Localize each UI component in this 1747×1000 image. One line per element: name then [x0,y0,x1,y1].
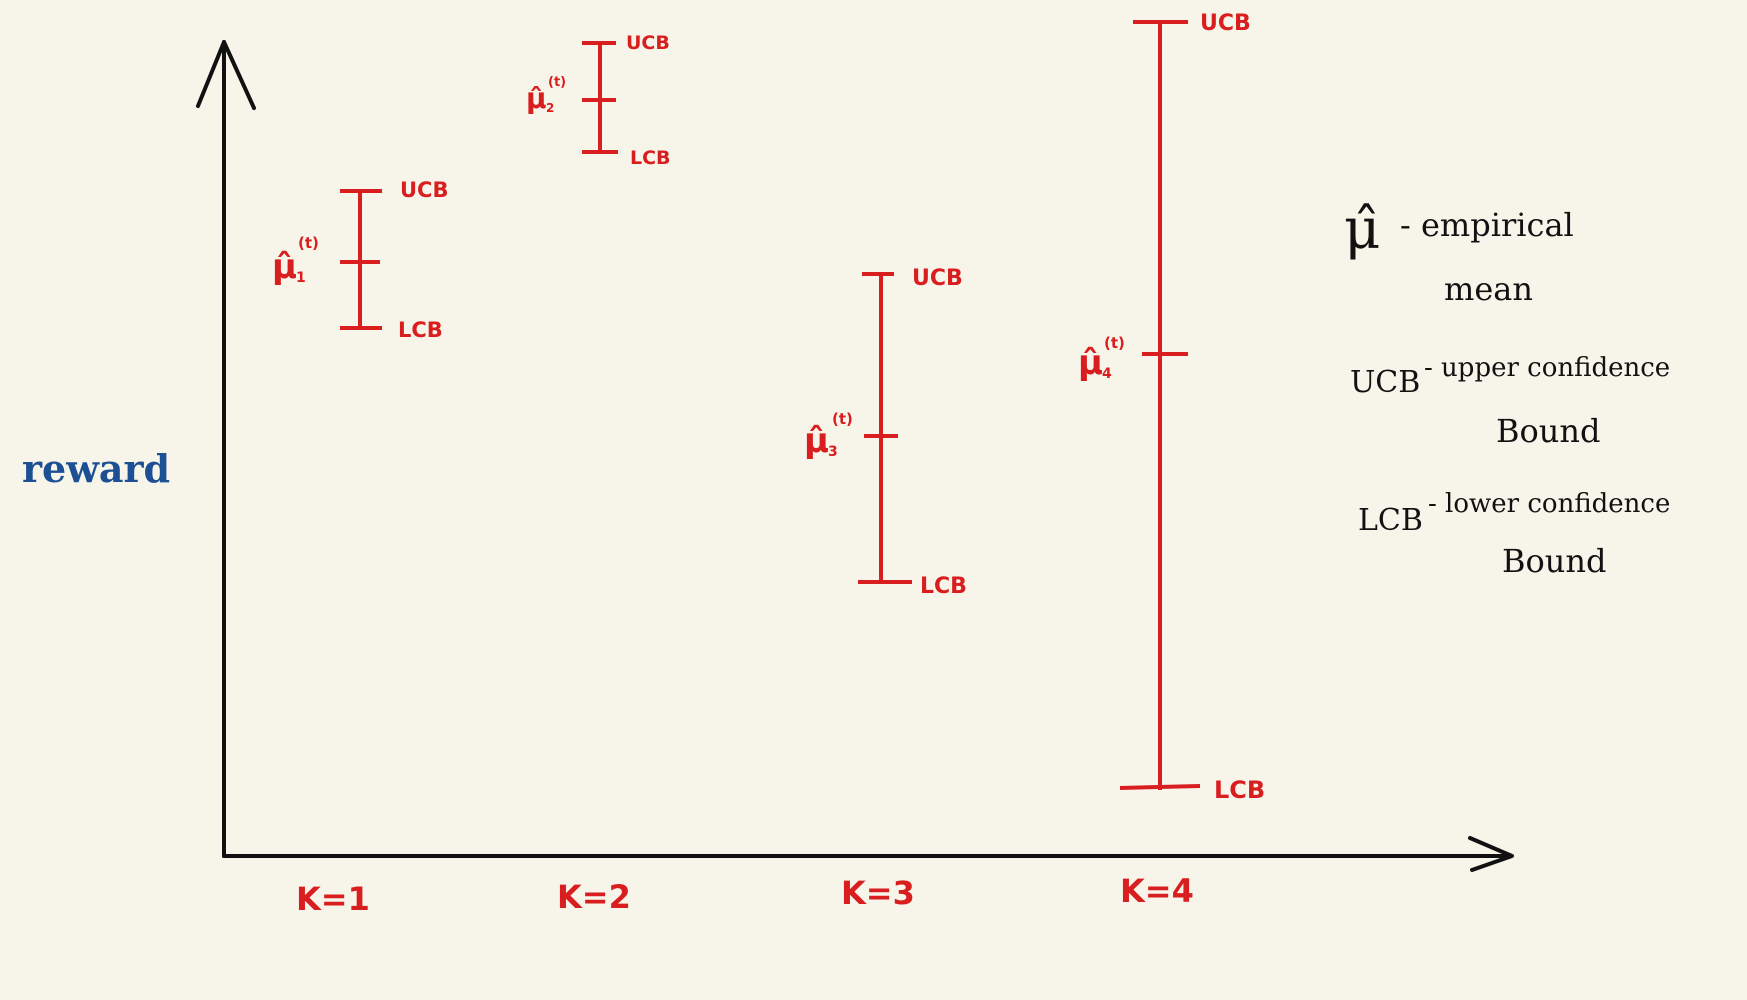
ucb-label: UCB [912,266,963,291]
estimate-subscript: 2 [546,101,554,115]
interval-arm-4: UCB LCB μ̂ 4 (t) K=4 [1078,11,1265,910]
legend-ucb-text-2: Bound [1496,412,1600,450]
estimate-superscript: (t) [1104,334,1125,352]
ucb-label: UCB [1200,11,1251,36]
estimate-symbol: μ̂ [272,247,297,287]
ucb-label: UCB [626,32,670,54]
lcb-tick [1119,784,1201,790]
legend-ucb-text: - upper confidence [1424,353,1670,383]
legend-ucb-term: UCB [1350,365,1420,400]
x-axis-arrowhead [1468,836,1514,872]
estimate-subscript: 1 [296,270,306,286]
ucb-label: UCB [400,178,448,202]
interval-arm-3: UCB LCB μ̂ 3 (t) K=3 [804,266,967,912]
legend-lcb-term: LCB [1358,503,1423,538]
arm-label: K=2 [557,878,631,916]
legend-mu-text-2: mean [1444,270,1533,308]
estimate-superscript: (t) [298,234,319,252]
arm-label: K=4 [1120,872,1194,910]
lcb-label: LCB [1214,776,1265,804]
y-axis-label: reward [22,446,170,491]
lcb-label: LCB [920,574,967,599]
legend-mu-text: - empirical [1400,206,1574,244]
interval-arm-2: UCB LCB μ̂ 2 (t) K=2 [526,32,671,916]
interval-arm-1: UCB LCB μ̂ 1 (t) K=1 [272,178,448,918]
axes [196,40,1514,872]
legend-lcb-text: - lower confidence [1428,489,1670,519]
estimate-superscript: (t) [548,75,566,90]
lcb-label: LCB [630,147,671,169]
arm-label: K=1 [296,880,370,918]
estimate-symbol: μ̂ [526,82,547,115]
arm-label: K=3 [841,874,915,912]
estimate-symbol: μ̂ [1078,343,1103,383]
legend-lcb-text-2: Bound [1502,542,1606,580]
lcb-label: LCB [398,318,443,342]
estimate-superscript: (t) [832,410,853,428]
estimate-subscript: 4 [1102,366,1112,382]
estimate-symbol: μ̂ [804,421,829,461]
legend-mu-symbol: μ̂ [1344,197,1380,262]
legend: μ̂ - empirical mean UCB - upper confiden… [1344,197,1670,580]
estimate-subscript: 3 [828,444,838,460]
y-axis-arrowhead [196,40,256,110]
